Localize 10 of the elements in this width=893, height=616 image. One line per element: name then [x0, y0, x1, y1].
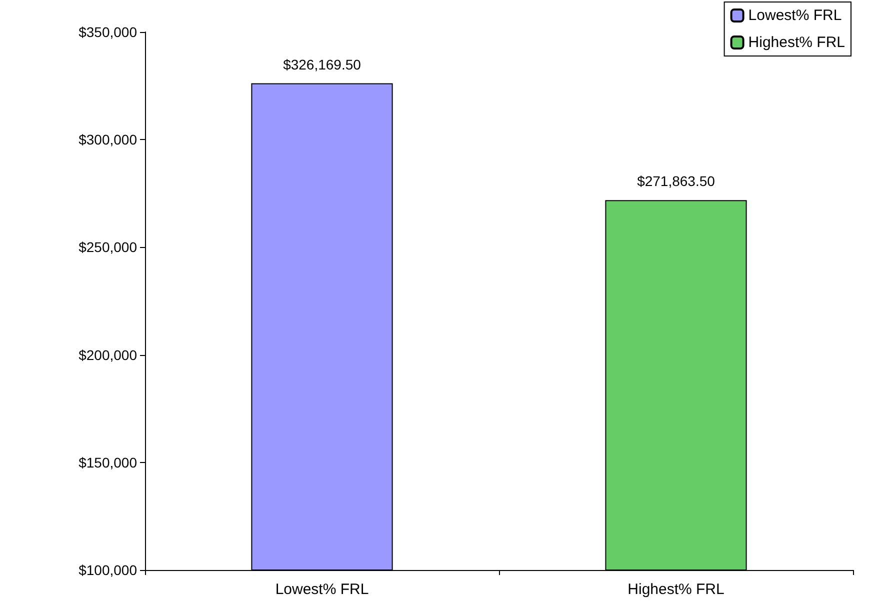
data-label: $271,863.50: [637, 173, 716, 190]
y-tick-label: $250,000: [78, 239, 138, 256]
y-tick-label: $150,000: [78, 454, 138, 470]
y-tick-label: $300,000: [78, 132, 138, 148]
y-tick-label: $100,000: [78, 562, 138, 578]
data-label: $326,169.50: [283, 56, 362, 72]
legend-label: Lowest% FRL: [748, 7, 842, 24]
y-tick-label: $200,000: [78, 346, 138, 363]
y-tick-label: $350,000: [78, 24, 138, 40]
legend-label: Highest% FRL: [748, 34, 845, 51]
